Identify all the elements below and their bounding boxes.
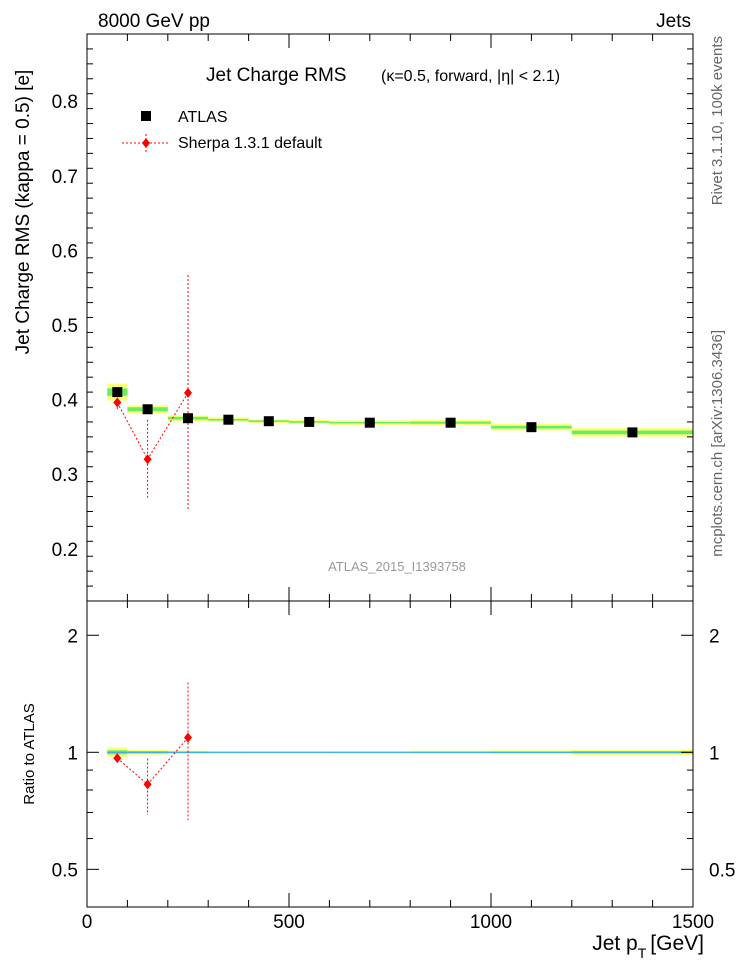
- ratio-y-tick-label-right: 1: [709, 743, 720, 764]
- x-tick-label: 1000: [470, 912, 512, 933]
- ratio-sherpa-series: [113, 682, 192, 821]
- atlas-point: [183, 413, 193, 424]
- y-tick-label: 0.4: [52, 391, 79, 412]
- ratio-sherpa-point: [113, 753, 122, 764]
- watermark-label: ATLAS_2015_I1393758: [328, 559, 466, 574]
- ratio-plot-frame: [86, 600, 694, 908]
- atlas-point: [112, 387, 123, 398]
- ratio-y-tick-label: 2: [67, 626, 78, 647]
- sherpa-series: [113, 274, 192, 511]
- y-tick-label: 0.8: [52, 92, 78, 113]
- legend-atlas-marker: [141, 111, 151, 121]
- main-uncertainty-bands: [107, 383, 693, 437]
- atlas-point: [223, 414, 234, 425]
- legend-atlas-label: ATLAS: [178, 109, 228, 126]
- sherpa-point: [143, 454, 152, 465]
- ratio-x-ticks: [86, 601, 694, 907]
- atlas-point: [364, 417, 375, 428]
- ratio-uncertainty-bands: [107, 747, 693, 758]
- ratio-y-tick-label-right: 0.5: [709, 860, 735, 881]
- y-tick-label: 0.7: [52, 167, 78, 188]
- ratio-sherpa-point: [143, 779, 152, 790]
- sherpa-line: [116, 392, 189, 461]
- sherpa-point: [113, 397, 122, 408]
- mcplots-label: mcplots.cern.ch [arXiv:1306.3436]: [709, 330, 726, 557]
- chart-subtitle: (κ=0.5, forward, |η| < 2.1): [381, 68, 560, 85]
- legend-sherpa-marker: [142, 138, 150, 148]
- x-axis-label: Jet pT [GeV]: [592, 932, 704, 961]
- x-tick-label: 500: [273, 912, 305, 933]
- legend: ATLAS Sherpa 1.3.1 default: [122, 109, 323, 152]
- ratio-sherpa-line: [116, 737, 189, 786]
- x-tick-label: 0: [82, 912, 93, 933]
- y-tick-label: 0.2: [52, 540, 78, 561]
- ratio-y-tick-label: 0.5: [52, 860, 78, 881]
- y-tick-label: 0.3: [52, 465, 78, 486]
- atlas-point: [445, 417, 456, 428]
- ratio-y-ticks: 0.5 0.5 1 1 2 2: [52, 626, 735, 908]
- atlas-point: [142, 404, 153, 415]
- atlas-point: [263, 416, 274, 427]
- ratio-y-tick-label: 1: [67, 743, 78, 764]
- sherpa-point: [184, 387, 192, 398]
- legend-sherpa-label: Sherpa 1.3.1 default: [178, 135, 323, 152]
- main-y-ticks: 0.2 0.3 0.4 0.5 0.6 0.7 0.8: [52, 48, 693, 602]
- main-x-ticks: [86, 34, 694, 601]
- rivet-label: Rivet 3.1.10, 100k events: [709, 36, 726, 205]
- chart-title: Jet Charge RMS: [206, 65, 346, 86]
- atlas-point: [627, 427, 638, 438]
- x-tick-labels: 0 500 1000 1500: [82, 912, 714, 933]
- x-tick-label: 1500: [672, 912, 714, 933]
- main-panel: 0.2 0.3 0.4 0.5 0.6 0.7 0.8 Jet Charge RMS (κ=…: [13, 33, 694, 602]
- ratio-sherpa-point: [184, 732, 192, 743]
- y-tick-label: 0.5: [52, 316, 78, 337]
- header-right: Jets: [656, 11, 691, 32]
- atlas-point: [526, 422, 537, 433]
- ratio-panel: 0.5 0.5 1 1 2 2 Ratio to ATLAS: [21, 600, 735, 908]
- header-left: 8000 GeV pp: [98, 11, 210, 32]
- atlas-series: [112, 387, 638, 438]
- y-tick-label: 0.6: [52, 241, 78, 262]
- ratio-y-tick-label-right: 2: [709, 626, 720, 647]
- ratio-y-axis-label: Ratio to ATLAS: [21, 703, 38, 804]
- y-axis-label: Jet Charge RMS (kappa = 0.5) [e]: [13, 70, 34, 355]
- atlas-point: [304, 416, 315, 427]
